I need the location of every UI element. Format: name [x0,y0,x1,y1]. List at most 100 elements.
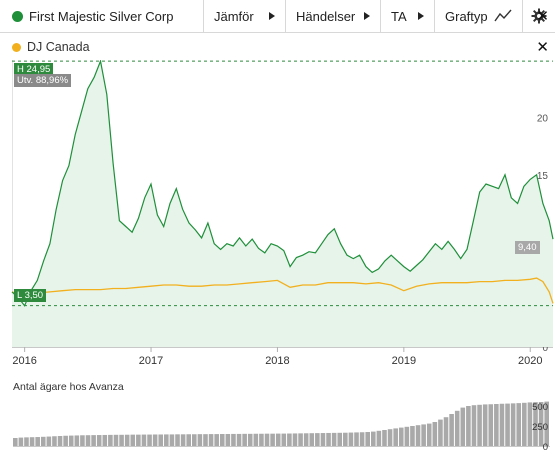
owners-bar [449,414,454,446]
owners-bar [18,437,24,446]
instrument-selector[interactable]: First Majestic Silver Corp [0,0,204,33]
owners-bar [119,434,124,446]
owners-bar [510,403,516,446]
owners-bar [533,402,538,446]
owners-chart[interactable]: 0 250 500 [0,394,555,455]
owners-bar [298,433,303,446]
owners-bar [236,433,242,446]
close-chart-button[interactable]: ✕ [536,8,549,25]
owners-bar [186,434,191,446]
owners-bar [337,432,343,446]
owners-bar [292,433,298,446]
owners-bar [371,431,376,446]
owners-y-tick-label: 250 [532,422,548,433]
owners-bar [443,417,449,446]
x-tick-label: 2016 [12,355,36,367]
owners-bar [544,401,549,446]
owners-bar [136,434,141,446]
owners-bar [348,432,354,446]
caret-right-icon [269,12,275,20]
gear-icon [531,8,547,24]
owners-bar [175,434,180,446]
owners-bar [164,434,169,446]
owners-bar [471,405,477,446]
owners-bar [208,434,214,446]
events-label: Händelser [296,8,356,24]
owners-bar [52,436,57,446]
y-tick-label: 0 [542,343,548,354]
owners-bar [141,434,147,446]
ta-menu[interactable]: TA [381,0,435,33]
change-label: Utv. 88,96% [14,74,72,87]
owners-bar [259,433,264,446]
chart-toolbar: First Majestic Silver Corp Jämför Händel… [0,0,555,33]
y-tick-label: 20 [537,113,549,124]
chart-type-menu[interactable]: Graftyp [435,0,523,33]
owners-bar [315,433,320,446]
owners-bar [102,434,108,446]
events-menu[interactable]: Händelser [286,0,381,33]
y-tick-label: 15 [537,171,549,182]
owners-bar [415,425,421,446]
high-label: H 24,95 [14,63,54,76]
owners-bar [398,427,404,446]
owners-bar [382,430,387,446]
owners-bar [522,402,527,446]
remove-comparison-button[interactable]: ✕ [536,39,549,56]
comparison-legend: DJ Canada ✕ [0,34,555,60]
settings-button[interactable] [523,0,555,33]
owners-bar [35,437,40,446]
instrument-name: First Majestic Silver Corp [29,8,174,24]
owners-bar [96,435,102,446]
compare-menu[interactable]: Jämför [204,0,286,33]
owners-bar [454,410,460,446]
price-chart-svg[interactable]: 0510152020162017201820192020 [0,60,555,380]
owners-bar [192,434,197,446]
compare-label: Jämför [214,8,254,24]
owners-bar [281,433,287,446]
owners-bar [40,436,46,446]
owners-bar [482,404,488,446]
owners-bar [68,435,74,446]
owners-bar [365,432,370,446]
owners-bar [46,436,52,446]
owners-bar [387,429,393,446]
owners-bar [85,435,91,446]
owners-bar [505,403,510,446]
owners-bar [124,434,130,446]
owners-bar [108,434,113,446]
owners-bar [494,404,499,446]
owners-bar [270,433,275,446]
owners-bar [421,424,426,446]
owners-bar [404,426,410,446]
chart-type-label: Graftyp [445,8,488,24]
owners-bar [331,432,337,446]
owners-bar [242,433,247,446]
owners-bar [180,434,186,446]
owners-bar [57,436,63,446]
owners-bar [410,426,415,446]
owners-chart-svg[interactable]: 0 250 500 [0,394,555,455]
owners-bar [460,407,466,446]
owners-bar [247,433,253,446]
owners-bar [219,434,225,446]
owners-bar [477,404,482,446]
owners-bar [147,434,152,446]
owners-bar [203,434,208,446]
dj-canada-line [11,277,554,304]
owners-bar [169,434,175,446]
owners-bar [80,435,85,446]
owners-bar [113,434,119,446]
owners-bar [231,433,236,446]
comparison-color-dot [12,42,21,52]
line-chart-icon [494,9,512,22]
price-chart[interactable]: 0510152020162017201820192020 H 24,95 Utv… [0,60,555,380]
low-label: L 3,50 [14,289,47,302]
last-price-label: 9,40 [515,241,540,254]
owners-bar [214,434,219,446]
owners-bar [438,419,443,446]
owners-bar [516,403,522,446]
instrument-color-dot [12,10,23,22]
owners-bar [63,435,68,446]
owners-bar [29,437,35,446]
